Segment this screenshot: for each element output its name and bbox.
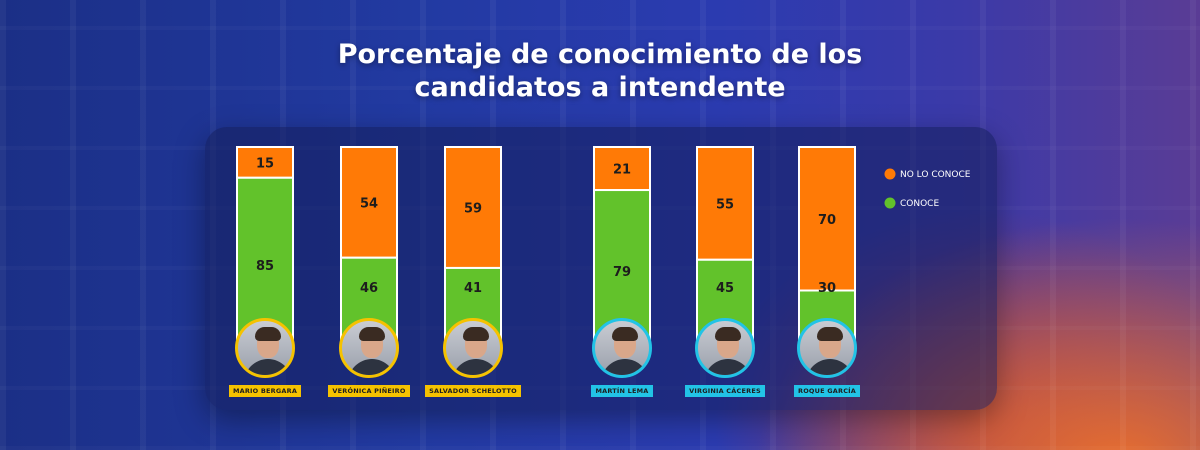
label-no-conoce-3: 21 [613, 163, 631, 178]
label-conoce-3: 79 [613, 265, 631, 280]
label-no-conoce-4: 55 [716, 197, 734, 212]
legend-label-conoce: CONOCE [900, 199, 939, 209]
candidate-name-1: VERÓNICA PIÑEIRO [328, 385, 410, 397]
label-conoce-1: 46 [360, 281, 378, 296]
legend-swatch-no-conoce [884, 168, 896, 180]
label-conoce-4: 45 [716, 281, 734, 296]
page-title: Porcentaje de conocimiento de los candid… [0, 38, 1200, 104]
avatar-body [244, 359, 292, 375]
candidate-5: ROQUE GARCÍA [777, 318, 877, 397]
avatar-body [601, 359, 649, 375]
avatar-body [806, 359, 854, 375]
candidate-3: MARTÍN LEMA [572, 318, 672, 397]
bar-no-conoce-2 [444, 146, 502, 269]
avatar-body [704, 359, 752, 375]
avatar-hair [715, 327, 741, 341]
candidate-photo-1 [339, 318, 399, 378]
avatar-hair [612, 327, 638, 341]
candidate-photo-2 [443, 318, 503, 378]
candidate-photo-0 [235, 318, 295, 378]
candidate-photo-4 [695, 318, 755, 378]
bar-no-conoce-4 [696, 146, 754, 261]
legend: NO LO CONOCE CONOCE [884, 168, 971, 209]
candidate-name-0: MARIO BERGARA [228, 385, 302, 397]
label-no-conoce-2: 59 [464, 201, 482, 216]
avatar-hair [359, 327, 385, 341]
label-conoce-5: 30 [818, 281, 836, 296]
label-conoce-0: 85 [256, 259, 274, 274]
candidate-name-3: MARTÍN LEMA [591, 385, 653, 397]
candidate-4: VIRGINIA CÁCERES [675, 318, 775, 397]
bar-no-conoce-3 [593, 146, 651, 192]
bar-no-conoce-0 [236, 146, 294, 179]
avatar-hair [255, 327, 281, 341]
title-line-2: candidatos a intendente [414, 72, 786, 103]
candidate-photo-3 [592, 318, 652, 378]
avatar-body [452, 359, 500, 375]
legend-swatch-conoce [884, 197, 896, 209]
title-line-1: Porcentaje de conocimiento de los [337, 39, 863, 70]
candidate-name-5: ROQUE GARCÍA [793, 385, 861, 397]
legend-label-no-conoce: NO LO CONOCE [900, 170, 971, 180]
avatar-hair [463, 327, 489, 341]
candidate-photo-5 [797, 318, 857, 378]
candidate-1: VERÓNICA PIÑEIRO [319, 318, 419, 397]
candidate-0: MARIO BERGARA [215, 318, 315, 397]
avatar-hair [817, 327, 843, 341]
candidate-name-4: VIRGINIA CÁCERES [685, 385, 765, 397]
candidate-name-2: SALVADOR SCHELOTTO [425, 385, 521, 397]
label-no-conoce-0: 15 [256, 156, 274, 171]
label-no-conoce-1: 54 [360, 196, 378, 211]
label-no-conoce-5: 70 [818, 213, 836, 228]
label-conoce-2: 41 [464, 281, 482, 296]
candidate-2: SALVADOR SCHELOTTO [423, 318, 523, 397]
bar-no-conoce-1 [340, 146, 398, 259]
avatar-body [348, 359, 396, 375]
